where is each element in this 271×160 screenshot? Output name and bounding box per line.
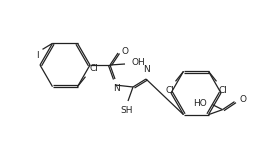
Text: SH: SH (121, 106, 133, 115)
Text: OH: OH (131, 57, 145, 67)
Text: O: O (122, 47, 129, 56)
Text: Cl: Cl (218, 86, 227, 95)
Text: HO: HO (193, 99, 207, 108)
Text: I: I (36, 51, 38, 60)
Text: N: N (144, 65, 150, 74)
Text: O: O (240, 95, 247, 104)
Text: Cl: Cl (165, 86, 174, 95)
Text: N: N (113, 84, 119, 93)
Text: Cl: Cl (89, 64, 98, 73)
